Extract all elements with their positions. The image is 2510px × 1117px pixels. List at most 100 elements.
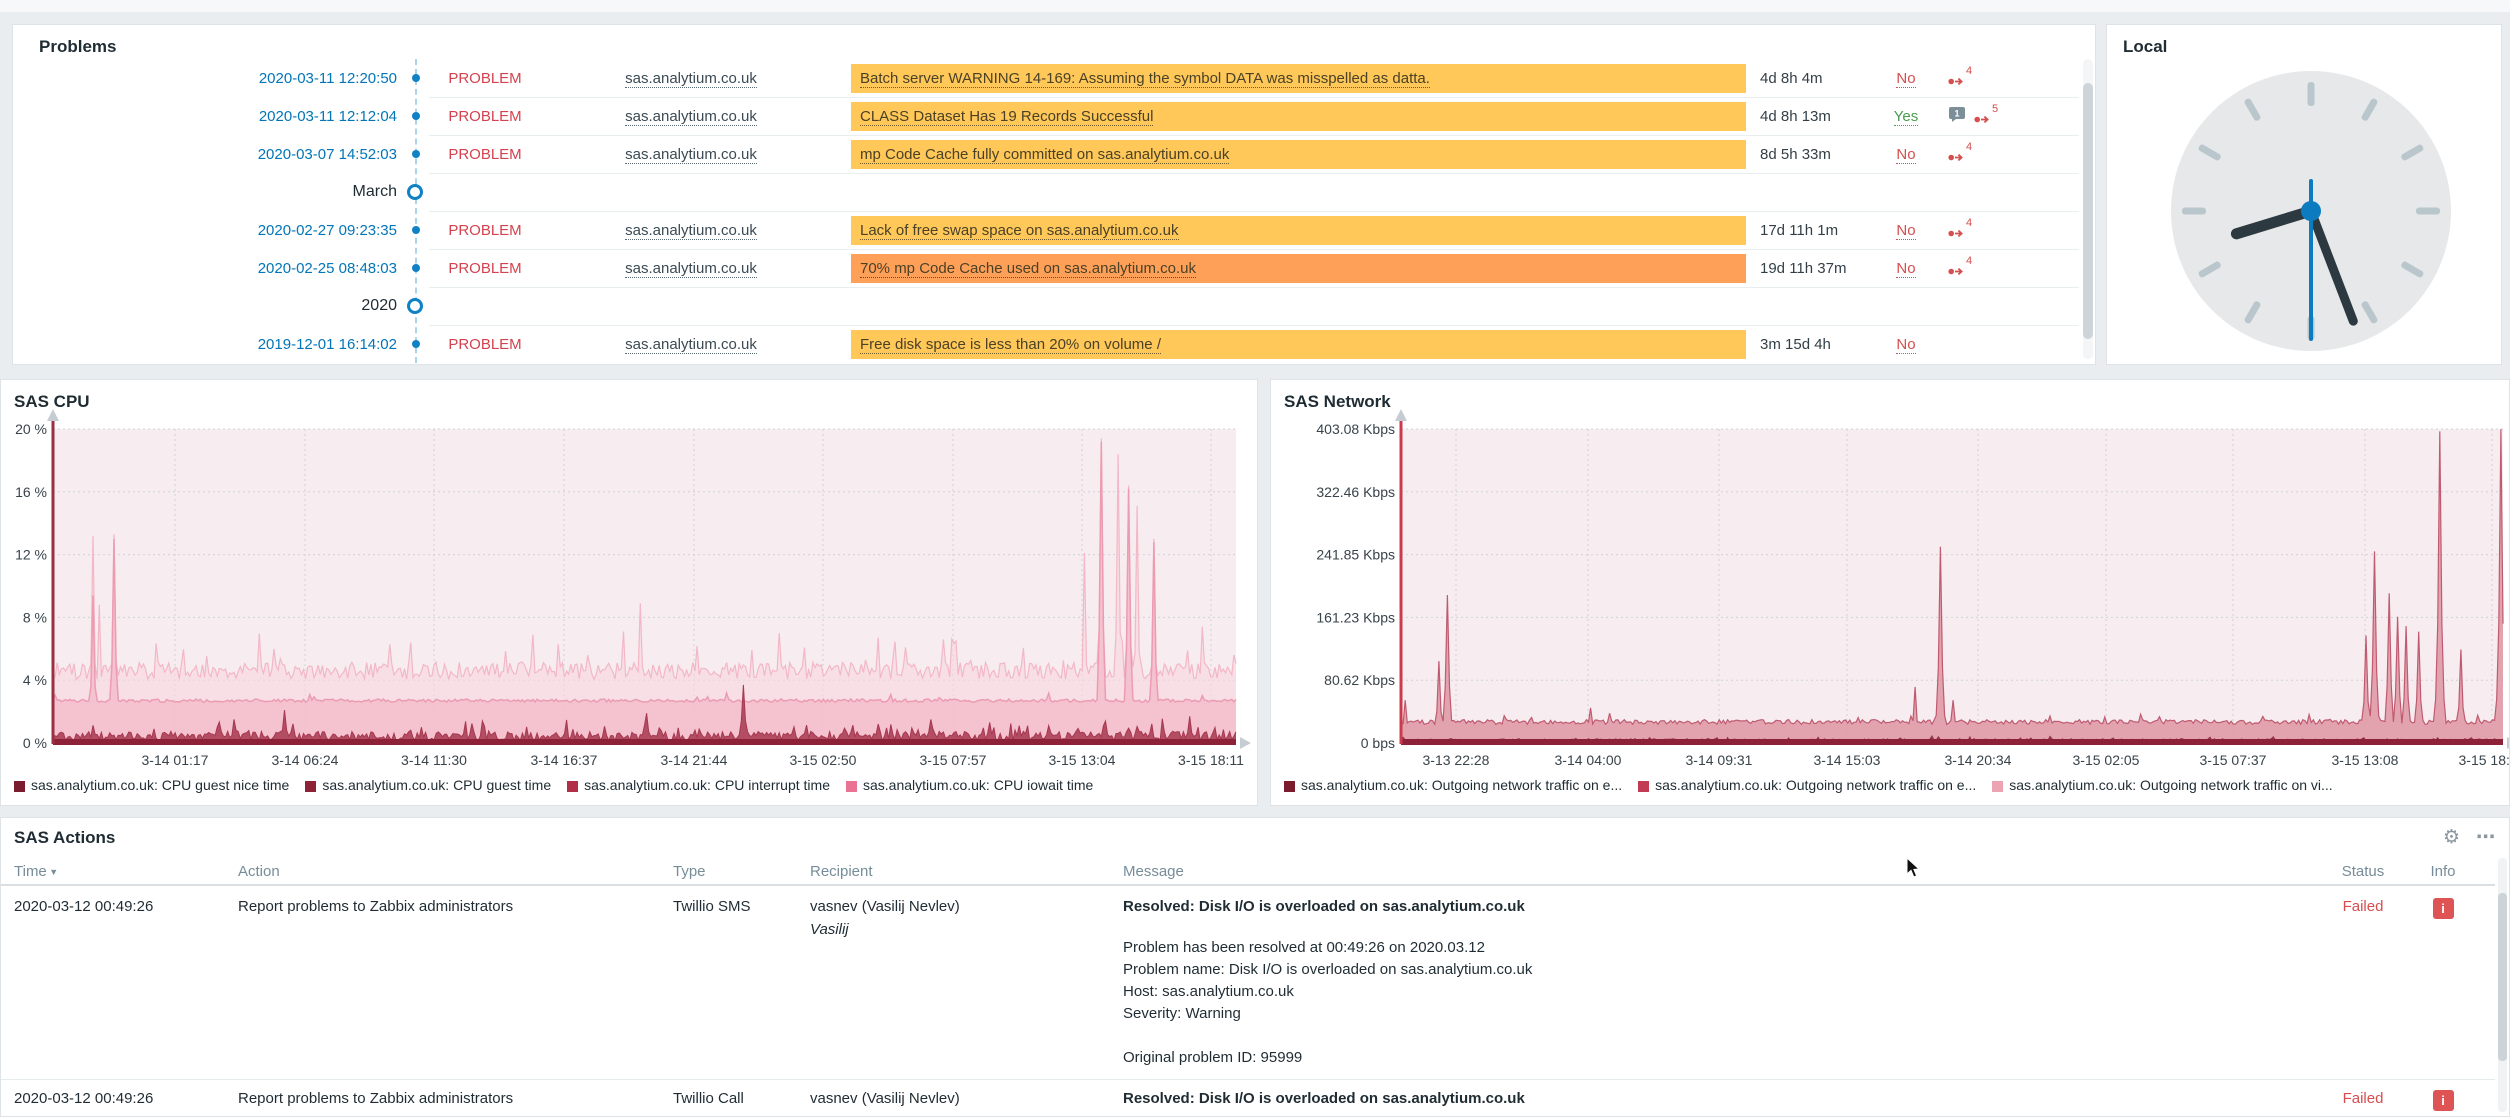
cpu-graph[interactable]: 20 %16 %12 %8 %4 %0 %3-14 01:173-14 06:2… xyxy=(1,380,1257,775)
timeline-cell xyxy=(403,211,429,249)
column-header-info[interactable]: Info xyxy=(2413,863,2473,880)
sort-desc-icon: ▼ xyxy=(47,867,58,877)
problem-message-link[interactable]: CLASS Dataset Has 19 Records Successful xyxy=(860,108,1153,126)
problem-status[interactable]: PROBLEM xyxy=(429,260,541,277)
problem-time-link[interactable]: 2019-12-01 16:14:02 xyxy=(13,336,403,353)
problem-message: CLASS Dataset Has 19 Records Successful xyxy=(851,102,1746,131)
problem-message-link[interactable]: Free disk space is less than 20% on volu… xyxy=(860,336,1161,354)
problem-time-link[interactable]: 2020-03-11 12:20:50 xyxy=(13,70,403,87)
problem-host-link[interactable]: sas.analytium.co.uk xyxy=(625,336,757,354)
info-error-icon[interactable]: i xyxy=(2433,898,2454,919)
legend-swatch xyxy=(14,781,25,792)
problem-message-link[interactable]: 70% mp Code Cache used on sas.analytium.… xyxy=(860,260,1196,278)
legend-item: sas.analytium.co.uk: CPU guest time xyxy=(305,777,551,793)
action-status: Failed xyxy=(2318,1090,2408,1107)
page-top-strip xyxy=(0,0,2510,12)
column-header-status[interactable]: Status xyxy=(2318,863,2408,880)
message-line: Host: sas.analytium.co.uk xyxy=(1123,981,2318,1003)
problem-status[interactable]: PROBLEM xyxy=(429,70,541,87)
row-separator xyxy=(429,135,2079,136)
problem-message-link[interactable]: Batch server WARNING 14-169: Assuming th… xyxy=(860,70,1430,88)
message-bubble-icon[interactable]: 1 xyxy=(1948,106,1966,126)
column-header-time[interactable]: Time ▼ xyxy=(1,863,238,880)
action-arrow-icon[interactable]: 4 xyxy=(1948,148,1972,161)
legend-swatch xyxy=(1992,781,2003,792)
status-failed-link[interactable]: Failed xyxy=(2343,898,2384,915)
svg-text:4 %: 4 % xyxy=(23,672,47,688)
column-header-message[interactable]: Message xyxy=(1123,863,2318,880)
timeline-cell xyxy=(403,249,429,287)
timeline-dot-icon xyxy=(412,340,420,348)
problem-status[interactable]: PROBLEM xyxy=(429,222,541,239)
timeline-milestone-marker xyxy=(407,298,423,314)
problem-ack-link[interactable]: No xyxy=(1896,222,1915,240)
column-header-type[interactable]: Type xyxy=(673,863,810,880)
timeline-dot-icon xyxy=(412,74,420,82)
actions-scrollbar[interactable] xyxy=(2498,858,2507,1112)
problem-ack-link[interactable]: No xyxy=(1896,146,1915,164)
status-failed-link[interactable]: Failed xyxy=(2343,1090,2384,1107)
problem-message-link[interactable]: Lack of free swap space on sas.analytium… xyxy=(860,222,1179,240)
problem-host-link[interactable]: sas.analytium.co.uk xyxy=(625,260,757,278)
action-arrow-icon[interactable]: 4 xyxy=(1948,224,1972,237)
problem-actions-cell: 15 xyxy=(1936,106,2056,126)
timeline-cell xyxy=(403,135,429,173)
problem-status[interactable]: PROBLEM xyxy=(429,336,541,353)
actions-scrollbar-thumb[interactable] xyxy=(2498,893,2507,1061)
problem-ack-link[interactable]: No xyxy=(1896,70,1915,88)
gear-icon[interactable]: ⚙ xyxy=(2443,826,2460,849)
problem-host-link[interactable]: sas.analytium.co.uk xyxy=(625,222,757,240)
timeline-cell xyxy=(403,173,429,211)
more-options-icon[interactable]: ⋯ xyxy=(2476,826,2497,849)
svg-text:3-14 09:31: 3-14 09:31 xyxy=(1686,752,1753,768)
problem-ack: No xyxy=(1876,70,1936,87)
problem-duration: 17d 11h 1m xyxy=(1746,222,1876,239)
recipient-alias: Vasilij xyxy=(810,921,1123,938)
problem-row: 2020-03-11 12:12:04 PROBLEM sas.analytium.… xyxy=(13,97,2095,135)
svg-text:3-14 01:17: 3-14 01:17 xyxy=(142,752,209,768)
problem-time-link[interactable]: 2020-02-27 09:23:35 xyxy=(13,222,403,239)
action-arrow-icon[interactable]: 5 xyxy=(1974,110,1998,123)
svg-text:3-15 18:40: 3-15 18:40 xyxy=(2459,752,2509,768)
action-message-body: Problem has been resolved at 00:49:26 on… xyxy=(1123,937,2318,1069)
svg-text:0 bps: 0 bps xyxy=(1361,735,1395,751)
timeline-milestone-label: 2020 xyxy=(13,297,403,315)
problem-ack: No xyxy=(1876,146,1936,163)
problem-time-link[interactable]: 2020-02-25 08:48:03 xyxy=(13,260,403,277)
column-header-action[interactable]: Action xyxy=(238,863,673,880)
cpu-graph-panel: SAS CPU 20 %16 %12 %8 %4 %0 %3-14 01:173… xyxy=(0,379,1258,806)
network-graph[interactable]: 403.08 Kbps322.46 Kbps241.85 Kbps161.23 … xyxy=(1271,380,2509,775)
problem-status[interactable]: PROBLEM xyxy=(429,108,541,125)
problem-ack: No xyxy=(1876,222,1936,239)
problem-ack: Yes xyxy=(1876,108,1936,125)
problem-actions-cell: 4 xyxy=(1936,148,2056,161)
timeline-milestone-marker xyxy=(407,184,423,200)
problems-scrollbar[interactable] xyxy=(2083,59,2093,359)
row-separator xyxy=(429,325,2079,326)
problem-time-link[interactable]: 2020-03-07 14:52:03 xyxy=(13,146,403,163)
problems-panel: Problems 2020-03-11 12:20:50PROBLEMsas.a… xyxy=(12,24,2096,365)
svg-text:3-15 18:11: 3-15 18:11 xyxy=(1178,752,1244,768)
problems-scrollbar-thumb[interactable] xyxy=(2083,83,2093,339)
problem-ack-link[interactable]: No xyxy=(1896,260,1915,278)
action-arrow-icon[interactable]: 4 xyxy=(1948,262,1972,275)
legend-item: sas.analytium.co.uk: CPU interrupt time xyxy=(567,777,830,793)
problem-host-link[interactable]: sas.analytium.co.uk xyxy=(625,146,757,164)
network-graph-legend: sas.analytium.co.uk: Outgoing network tr… xyxy=(1284,777,2333,793)
problem-ack-link[interactable]: No xyxy=(1896,336,1915,354)
legend-label: sas.analytium.co.uk: CPU guest time xyxy=(322,777,551,793)
action-arrow-icon[interactable]: 4 xyxy=(1948,72,1972,85)
legend-label: sas.analytium.co.uk: CPU iowait time xyxy=(863,777,1093,793)
problem-host-link[interactable]: sas.analytium.co.uk xyxy=(625,108,757,126)
action-status: Failed xyxy=(2318,898,2408,915)
info-error-icon[interactable]: i xyxy=(2433,1090,2454,1111)
problem-host-link[interactable]: sas.analytium.co.uk xyxy=(625,70,757,88)
problem-status[interactable]: PROBLEM xyxy=(429,146,541,163)
problem-message-link[interactable]: mp Code Cache fully committed on sas.ana… xyxy=(860,146,1229,164)
problem-time-link[interactable]: 2020-03-11 12:12:04 xyxy=(13,108,403,125)
problem-row: 2020-03-11 12:20:50 PROBLEM sas.analytium.… xyxy=(13,59,2095,97)
problem-actions-cell: 4 xyxy=(1936,262,2056,275)
problem-ack: No xyxy=(1876,336,1936,353)
problem-ack-link[interactable]: Yes xyxy=(1894,108,1918,126)
column-header-recipient[interactable]: Recipient xyxy=(810,863,1123,880)
